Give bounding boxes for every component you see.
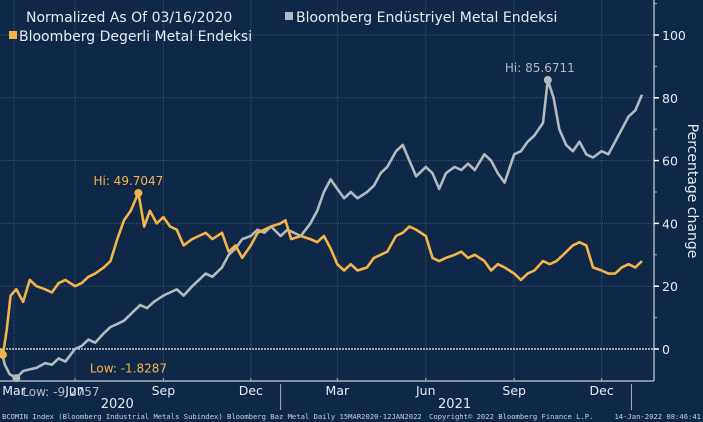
y-tick-label: 100	[662, 28, 686, 43]
x-tick-label: Sep	[152, 383, 176, 398]
x-tick-label: Jun	[64, 383, 85, 398]
y-tick-label: 20	[662, 279, 678, 294]
x-tick-label: Mar	[326, 383, 350, 398]
x-axis-ticks: Mar Jun Sep Dec Mar Jun Sep Dec 2020 2021	[2, 378, 632, 412]
y-axis-ticks: 0 20 40 60 80 100	[654, 3, 686, 357]
footer-timestamp: 14-Jan-2022 08:46:41	[614, 412, 701, 421]
y-tick-label: 40	[662, 216, 678, 231]
footer-source: BCOMIN Index (Bloomberg Industrial Metal…	[2, 412, 422, 421]
annotation-label: Low: -9.2757	[22, 385, 99, 399]
year-label: 2021	[438, 397, 471, 412]
x-tick-label: Dec	[590, 383, 614, 398]
annotation-marker	[543, 75, 552, 84]
annotation-marker	[134, 188, 143, 197]
y-axis-label: Percentage change	[684, 124, 700, 259]
legend-label-precious[interactable]: Bloomberg Degerli Metal Endeksi	[19, 29, 252, 45]
annotation-marker	[0, 350, 7, 359]
x-tick-label: Sep	[502, 383, 526, 398]
year-label: 2020	[101, 397, 134, 412]
annotation-label: Low: -1.8287	[90, 362, 167, 376]
x-tick-label: Jun	[415, 383, 436, 398]
series-line-0	[0, 78, 644, 380]
series-layer	[0, 78, 644, 380]
y-tick-label: 0	[662, 342, 670, 357]
legend-swatch-precious	[9, 31, 17, 39]
y-tick-label: 80	[662, 91, 678, 106]
y-tick-label: 60	[662, 154, 678, 169]
x-tick-label: Mar	[2, 383, 26, 398]
chart-title: Normalized As Of 03/16/2020	[26, 10, 232, 26]
legend-swatch-industrial	[285, 12, 293, 20]
footer-copyright: Copyright© 2022 Bloomberg Finance L.P.	[429, 412, 593, 421]
legend-label-industrial[interactable]: Bloomberg Endüstriyel Metal Endeksi	[296, 10, 557, 26]
annotation-label: Hi: 85.6711	[505, 61, 575, 75]
annotation-layer: Hi: 85.6711 Low: -9.2757 Hi: 49.7047 Low: -…	[0, 61, 575, 399]
x-tick-label: Dec	[239, 383, 263, 398]
annotation-label: Hi: 49.7047	[93, 174, 163, 188]
series-line-1	[0, 191, 643, 356]
